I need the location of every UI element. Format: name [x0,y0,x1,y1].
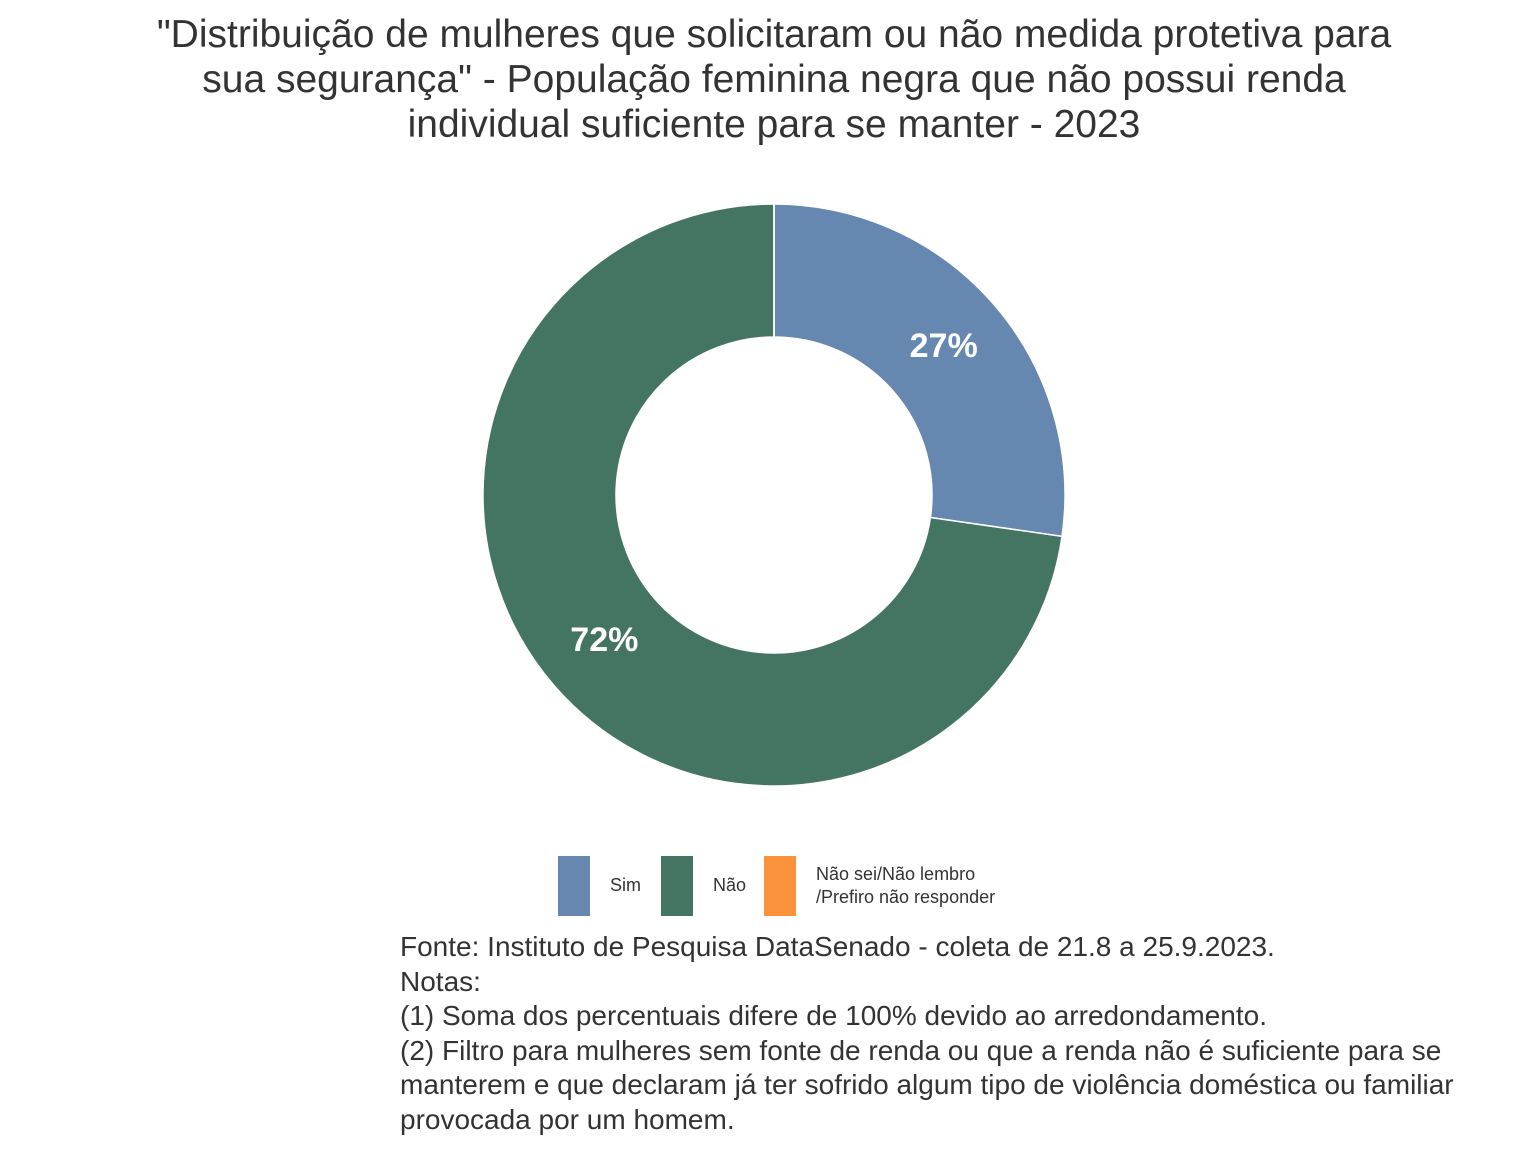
legend-label: Sim [610,875,641,895]
notes-title: Notas: [400,965,481,997]
data-label: 27% [910,327,978,365]
note: (1) Soma dos percentuais difere de 100% … [400,1000,1267,1032]
data-label: 72% [570,621,638,659]
donut-slice [482,203,1063,787]
legend-key [661,856,693,916]
source: Fonte: Instituto de Pesquisa DataSenado … [400,931,1275,962]
legend-label: Não sei/Não lembro /Prefiro não responde… [816,863,996,908]
legend-key [764,856,796,916]
footnotes: Fonte: Instituto de Pesquisa DataSenado … [400,930,1475,1138]
legend-key [558,856,590,916]
note: (2) Filtro para mulheres sem fonte de re… [400,1034,1454,1135]
donut-slice [773,203,1066,538]
chart-title: "Distribuição de mulheres que solicitara… [156,13,1392,146]
legend-label: Não [713,875,747,895]
